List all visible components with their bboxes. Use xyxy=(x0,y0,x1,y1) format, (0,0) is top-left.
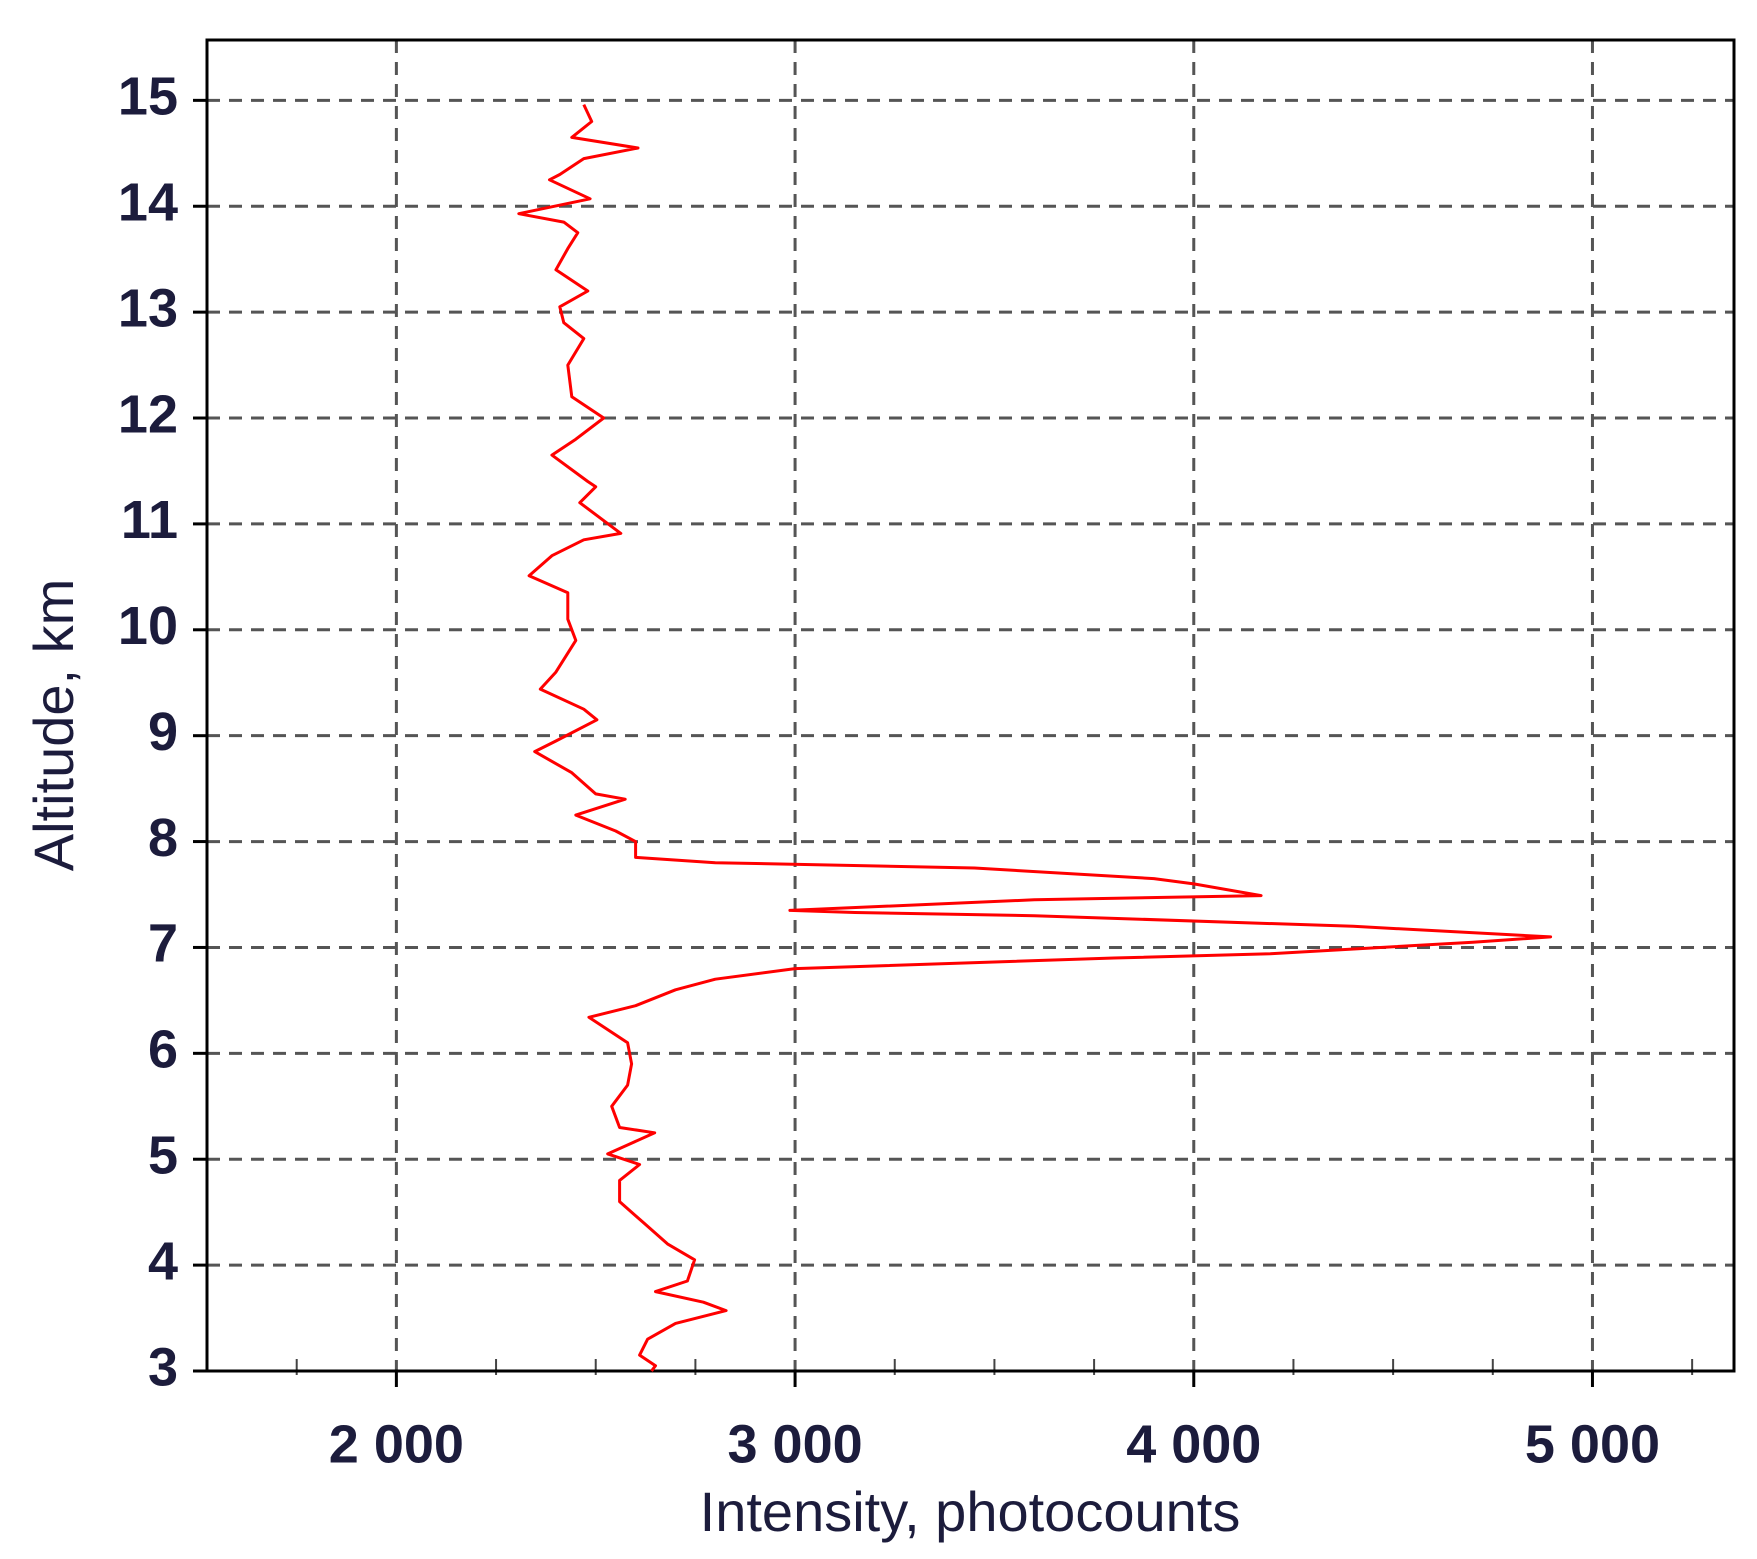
y-tick-label: 14 xyxy=(118,173,178,233)
y-tick-label: 10 xyxy=(118,596,178,656)
y-axis-title: Altitude, km xyxy=(22,579,85,872)
y-tick-label: 7 xyxy=(148,914,178,974)
y-tick-label: 9 xyxy=(148,702,178,762)
y-tick-label: 15 xyxy=(118,67,178,127)
x-tick-label: 2 000 xyxy=(329,1414,464,1474)
x-tick-label: 3 000 xyxy=(728,1414,863,1474)
x-tick-label: 5 000 xyxy=(1525,1414,1660,1474)
y-tick-label: 12 xyxy=(118,384,178,444)
y-tick-label: 11 xyxy=(121,490,178,550)
data-line xyxy=(517,103,1553,1372)
y-tick-label: 8 xyxy=(148,808,178,868)
y-tick-label: 6 xyxy=(148,1020,178,1080)
y-tick-label: 3 xyxy=(148,1337,178,1397)
y-tick-label: 5 xyxy=(148,1125,178,1185)
x-tick-label: 4 000 xyxy=(1126,1414,1261,1474)
x-axis-title: Intensity, photocounts xyxy=(700,1480,1241,1543)
plot-frame xyxy=(205,38,1736,1373)
y-tick-label: 4 xyxy=(148,1231,178,1291)
y-tick-label: 13 xyxy=(118,278,178,338)
